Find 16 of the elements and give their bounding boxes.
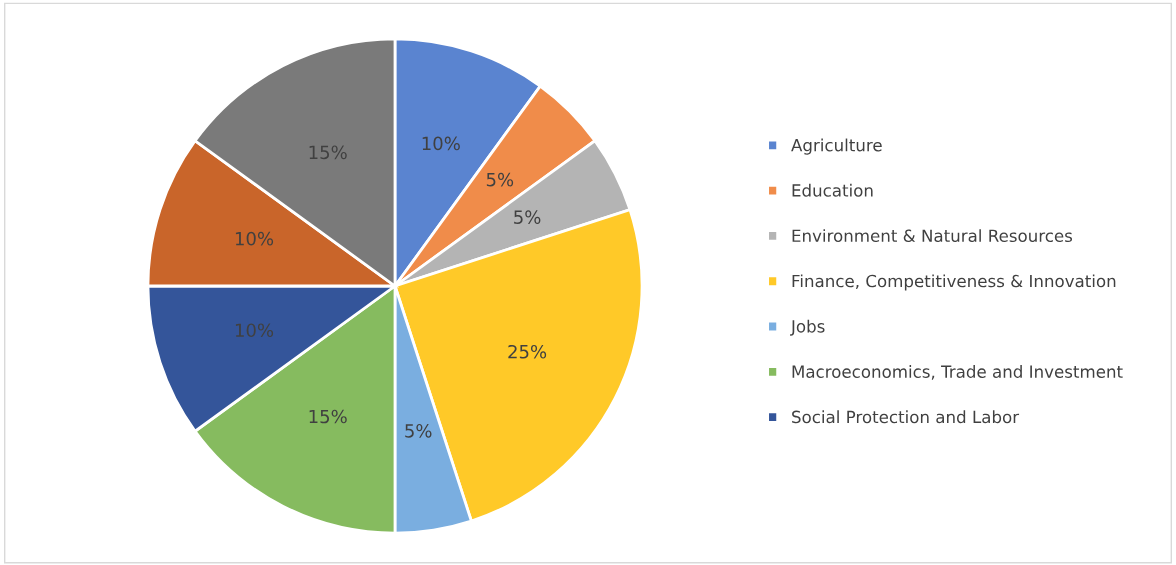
data-label: 5% <box>405 423 432 438</box>
legend-label: Macroeconomics, Trade and Investment <box>792 365 1123 380</box>
data-label: 15% <box>309 145 347 160</box>
data-label: 10% <box>422 136 460 151</box>
legend-label: Agriculture <box>791 138 882 155</box>
data-label: 15% <box>309 409 347 424</box>
legend-label: Jobs <box>790 319 825 336</box>
legend-label: Environment & Natural Resources <box>792 229 1073 243</box>
data-label: 10% <box>235 323 274 338</box>
data-label: 5% <box>486 172 514 187</box>
data-label: 5% <box>514 210 541 224</box>
legend-label: Education <box>792 183 873 197</box>
legend-label: Social Protection and Labor <box>792 410 1020 424</box>
legend-label: Finance, Competitiveness & Innovation <box>792 274 1116 291</box>
data-label: 25% <box>508 344 547 359</box>
data-label: 10% <box>235 231 274 246</box>
